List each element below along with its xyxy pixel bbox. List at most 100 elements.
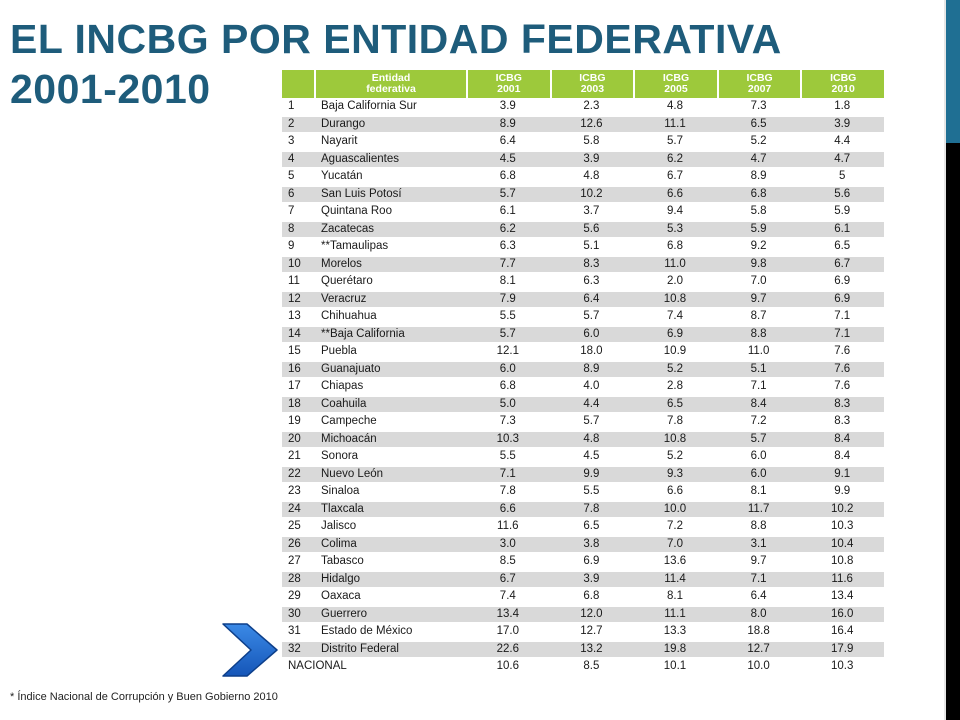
value-2001-cell: 7.3 xyxy=(466,413,550,431)
value-2007-cell: 9.7 xyxy=(716,553,801,571)
table-row: 18 Coahuila 5.0 4.4 6.5 8.4 8.3 xyxy=(282,395,884,413)
table-row: 21 Sonora 5.5 4.5 5.2 6.0 8.4 xyxy=(282,448,884,466)
value-2007-cell: 11.0 xyxy=(716,343,801,361)
value-2001-cell: 7.8 xyxy=(466,483,550,501)
table-row: 13 Chihuahua 5.5 5.7 7.4 8.7 7.1 xyxy=(282,308,884,326)
value-2007-cell: 8.8 xyxy=(716,325,801,343)
rank-cell: 24 xyxy=(282,500,314,518)
table-row: 31 Estado de México 17.0 12.7 13.3 18.8 16.4 xyxy=(282,623,884,641)
table-row: 4 Aguascalientes 4.5 3.9 6.2 4.7 4.7 xyxy=(282,150,884,168)
column-header-line-1: ICBG xyxy=(579,72,606,84)
value-2007-cell: 4.7 xyxy=(716,150,801,168)
side-dark-bar xyxy=(946,143,960,720)
rank-cell: 12 xyxy=(282,290,314,308)
table-row: 17 Chiapas 6.8 4.0 2.8 7.1 7.6 xyxy=(282,378,884,396)
state-name-cell: Jalisco xyxy=(314,518,466,536)
side-divider xyxy=(944,0,946,720)
value-2010-cell: 9.9 xyxy=(800,483,884,501)
column-header: ICBG 2010 xyxy=(800,70,884,98)
ranking-table-container: Entidad federativa ICBG 2001 ICBG 2003 ICBG 200… xyxy=(282,70,884,676)
value-2010-cell: 8.4 xyxy=(800,430,884,448)
value-2007-cell: 5.8 xyxy=(716,203,801,221)
national-value-cell: 8.5 xyxy=(549,658,634,676)
state-name-cell: Estado de México xyxy=(314,623,466,641)
value-2005-cell: 7.8 xyxy=(633,413,717,431)
value-2010-cell: 10.2 xyxy=(800,500,884,518)
value-2010-cell: 16.4 xyxy=(800,623,884,641)
column-header-line-2: 2010 xyxy=(831,83,855,95)
value-2003-cell: 6.4 xyxy=(549,290,634,308)
value-2010-cell: 6.5 xyxy=(800,238,884,256)
value-2007-cell: 8.0 xyxy=(716,605,801,623)
value-2007-cell: 12.7 xyxy=(716,640,801,658)
table-row: 16 Guanajuato 6.0 8.9 5.2 5.1 7.6 xyxy=(282,360,884,378)
rank-cell: 3 xyxy=(282,133,314,151)
value-2010-cell: 8.3 xyxy=(800,413,884,431)
value-2010-cell: 4.7 xyxy=(800,150,884,168)
value-2001-cell: 6.7 xyxy=(466,570,550,588)
value-2005-cell: 10.8 xyxy=(633,290,717,308)
column-header-line-1: ICBG xyxy=(662,72,690,84)
value-2001-cell: 6.8 xyxy=(466,168,550,186)
state-name-cell: Guanajuato xyxy=(314,360,466,378)
table-row: 2 Durango 8.9 12.6 11.1 6.5 3.9 xyxy=(282,115,884,133)
value-2007-cell: 5.9 xyxy=(716,220,801,238)
value-2003-cell: 8.9 xyxy=(549,360,634,378)
rank-cell: 16 xyxy=(282,360,314,378)
value-2007-cell: 18.8 xyxy=(716,623,801,641)
state-name-cell: Guerrero xyxy=(314,605,466,623)
value-2007-cell: 6.8 xyxy=(716,185,801,203)
value-2003-cell: 6.5 xyxy=(549,518,634,536)
table-row: 27 Tabasco 8.5 6.9 13.6 9.7 10.8 xyxy=(282,553,884,571)
value-2001-cell: 11.6 xyxy=(466,518,550,536)
value-2003-cell: 3.9 xyxy=(549,570,634,588)
value-2010-cell: 5.9 xyxy=(800,203,884,221)
value-2001-cell: 7.7 xyxy=(466,255,550,273)
value-2005-cell: 8.1 xyxy=(633,588,717,606)
value-2010-cell: 9.1 xyxy=(800,465,884,483)
rank-cell: 19 xyxy=(282,413,314,431)
value-2010-cell: 1.8 xyxy=(800,98,884,116)
value-2001-cell: 7.4 xyxy=(466,588,550,606)
value-2003-cell: 4.5 xyxy=(549,448,634,466)
value-2001-cell: 8.5 xyxy=(466,553,550,571)
value-2005-cell: 6.8 xyxy=(633,238,717,256)
rank-cell: 1 xyxy=(282,98,314,116)
value-2001-cell: 6.3 xyxy=(466,238,550,256)
value-2005-cell: 11.4 xyxy=(633,570,717,588)
value-2001-cell: 6.0 xyxy=(466,360,550,378)
value-2007-cell: 7.2 xyxy=(716,413,801,431)
value-2003-cell: 3.7 xyxy=(549,203,634,221)
value-2010-cell: 6.7 xyxy=(800,255,884,273)
value-2007-cell: 7.0 xyxy=(716,273,801,291)
value-2001-cell: 7.1 xyxy=(466,465,550,483)
rank-cell: 2 xyxy=(282,115,314,133)
value-2010-cell: 5 xyxy=(800,168,884,186)
value-2003-cell: 3.9 xyxy=(549,150,634,168)
value-2010-cell: 16.0 xyxy=(800,605,884,623)
column-header: ICBG 2007 xyxy=(716,70,801,98)
rank-cell: 7 xyxy=(282,203,314,221)
value-2001-cell: 10.3 xyxy=(466,430,550,448)
value-2005-cell: 6.5 xyxy=(633,395,717,413)
value-2003-cell: 6.0 xyxy=(549,325,634,343)
value-2010-cell: 10.8 xyxy=(800,553,884,571)
rank-cell: 5 xyxy=(282,168,314,186)
rank-cell: 10 xyxy=(282,255,314,273)
value-2005-cell: 5.7 xyxy=(633,133,717,151)
value-2003-cell: 12.0 xyxy=(549,605,634,623)
value-2001-cell: 5.5 xyxy=(466,448,550,466)
rank-cell: 11 xyxy=(282,273,314,291)
value-2001-cell: 8.9 xyxy=(466,115,550,133)
rank-cell: 15 xyxy=(282,343,314,361)
value-2003-cell: 4.0 xyxy=(549,378,634,396)
slide-title-line-2: 2001-2010 xyxy=(10,66,211,112)
state-name-cell: Chihuahua xyxy=(314,308,466,326)
value-2001-cell: 5.0 xyxy=(466,395,550,413)
value-2003-cell: 5.7 xyxy=(549,413,634,431)
value-2005-cell: 10.8 xyxy=(633,430,717,448)
value-2001-cell: 8.1 xyxy=(466,273,550,291)
rank-cell: 8 xyxy=(282,220,314,238)
value-2007-cell: 7.1 xyxy=(716,378,801,396)
column-header-line-1: ICBG xyxy=(495,72,522,84)
